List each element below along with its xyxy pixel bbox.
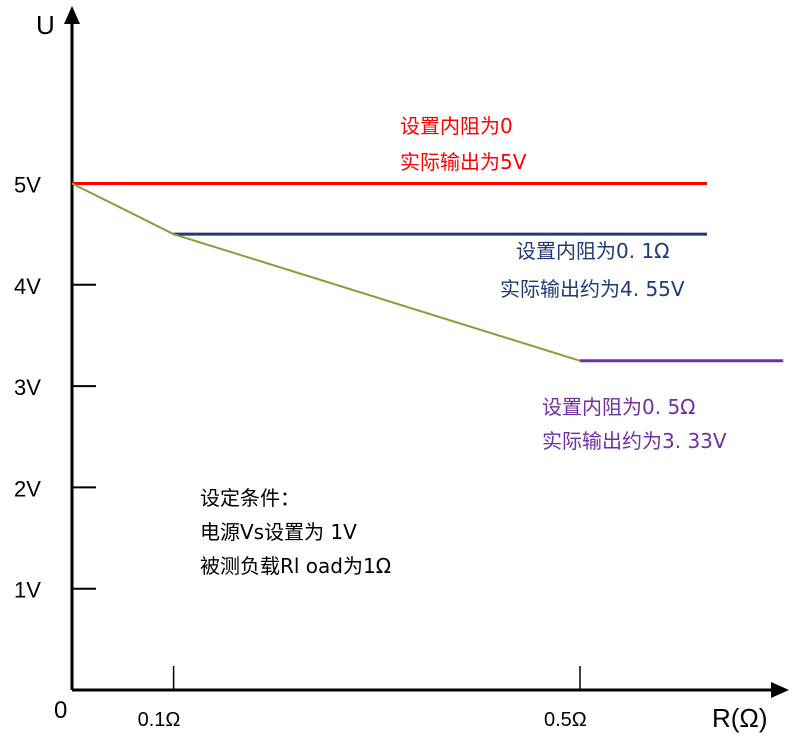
x-tick-label: 0.1Ω — [138, 709, 181, 731]
x-axis-arrow — [771, 682, 789, 698]
y-tick-label: 2V — [14, 476, 41, 501]
y-tick-label: 3V — [14, 375, 41, 400]
y-axis-label: U — [36, 10, 55, 40]
x-axis-label: R(Ω) — [712, 703, 768, 733]
axes: U R(Ω) 0 — [36, 6, 789, 733]
y-tick-label: 5V — [14, 173, 41, 198]
annotation-r05-line: 设置内阻为0. 5Ω — [542, 395, 695, 419]
y-axis-arrow — [64, 6, 80, 24]
annotation-r01-line: 实际输出约为4. 55V — [500, 277, 685, 301]
x-tick-label: 0.5Ω — [544, 709, 587, 731]
annotation-r0-line: 实际输出为5V — [400, 150, 527, 174]
annotation-conditions-line: 被测负载Rl oad为1Ω — [200, 554, 391, 578]
annotation-r0-line: 设置内阻为0 — [400, 114, 513, 138]
series-line-transition — [71, 182, 581, 362]
annotation-r05-line: 实际输出约为3. 33V — [542, 429, 727, 453]
annotation-conditions-line: 电源Vs设置为 1V — [200, 520, 357, 544]
y-tick-label: 1V — [14, 578, 41, 603]
y-tick-label: 4V — [14, 274, 41, 299]
annotation-conditions-line: 设定条件： — [200, 486, 300, 510]
origin-label: 0 — [54, 697, 67, 724]
annotation-r01-line: 设置内阻为0. 1Ω — [516, 239, 669, 263]
